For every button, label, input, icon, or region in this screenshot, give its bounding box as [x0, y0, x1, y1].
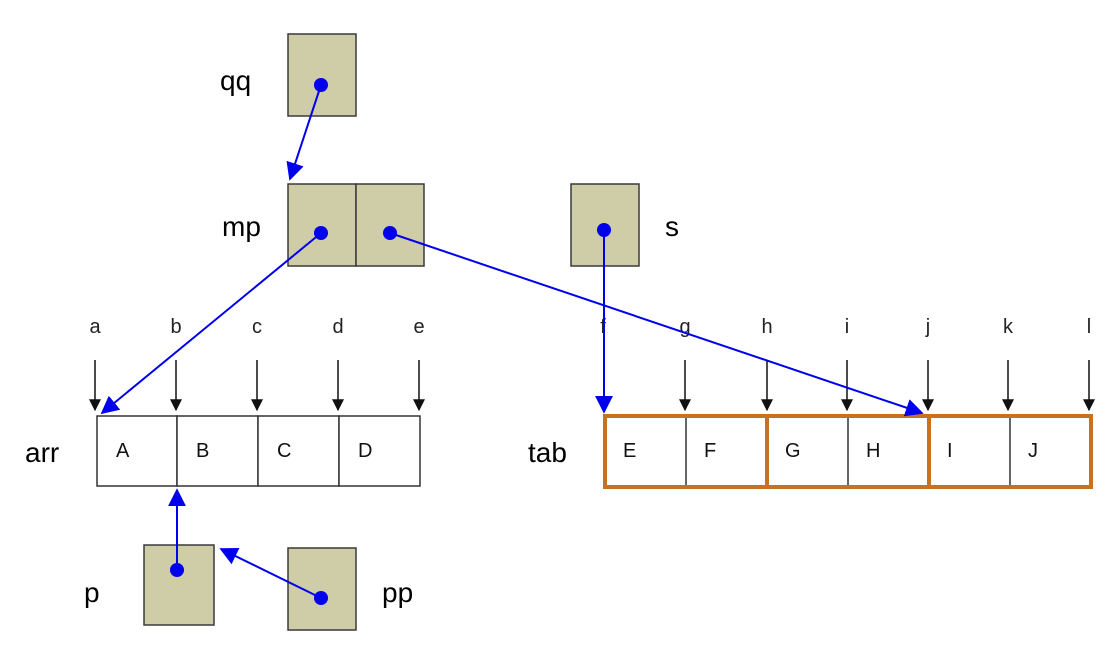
mp-pointer-box-0 — [287, 183, 357, 267]
qq-pointer-box — [287, 33, 357, 117]
pointer-arrow-pp-to-p — [219, 548, 322, 599]
arr-cell-label-0: A — [116, 440, 130, 462]
arr-array: A B C D — [96, 415, 421, 487]
p-pointer-box — [143, 544, 215, 626]
address-label-l: l — [1087, 316, 1091, 338]
variable-label-mp: mp — [222, 211, 261, 242]
pp-pointer-box — [287, 547, 357, 631]
address-arrows — [89, 360, 1095, 412]
tab-cell-label-1: F — [704, 440, 716, 462]
pointer-dot-pp — [314, 591, 328, 605]
tab-cell-label-0: E — [623, 440, 636, 462]
address-label-d: d — [332, 316, 343, 338]
arr-cell-0 — [96, 415, 178, 487]
address-label-k: k — [1003, 316, 1014, 338]
pointer-arrow-qq-to-mp — [286, 84, 322, 181]
address-label-c: c — [252, 316, 262, 338]
pointer-dot-s — [597, 223, 611, 237]
variable-label-p: p — [84, 577, 100, 608]
pointer-dot-mp0 — [314, 226, 328, 240]
variable-label-qq: qq — [220, 65, 251, 96]
address-label-i: i — [845, 316, 849, 338]
arr-cell-1 — [176, 415, 259, 487]
address-label-g: g — [679, 316, 690, 338]
variable-label-pp: pp — [382, 577, 413, 608]
pointer-dot-p — [170, 563, 184, 577]
tab-cell-label-2: G — [785, 440, 801, 462]
variable-label-s: s — [665, 211, 679, 242]
tab-cell-label-5: J — [1028, 440, 1038, 462]
arr-cell-2 — [257, 415, 340, 487]
pointer-dot-mp1 — [383, 226, 397, 240]
arr-cell-label-3: D — [358, 440, 372, 462]
address-label-a: a — [89, 316, 101, 338]
pointer-dots — [170, 78, 611, 605]
arr-cell-label-1: B — [196, 440, 209, 462]
tab-row-group-2 — [927, 414, 1093, 489]
address-label-b: b — [170, 316, 181, 338]
variable-label-arr: arr — [25, 437, 59, 468]
address-label-j: j — [925, 316, 930, 338]
pointer-dot-qq — [314, 78, 328, 92]
pointer-arrow-mp0-to-a — [100, 232, 322, 415]
variable-label-tab: tab — [528, 437, 567, 468]
pointer-arrow-mp1-to-j — [389, 232, 924, 417]
tab-cell-label-4: I — [947, 440, 953, 462]
address-label-e: e — [413, 316, 424, 338]
mp-pointer-box-1 — [355, 183, 425, 267]
pointer-arrows — [100, 84, 924, 599]
tab-array: E F G H I J — [603, 414, 1093, 489]
tab-cell-label-3: H — [866, 440, 880, 462]
address-label-h: h — [761, 316, 772, 338]
arr-cell-label-2: C — [277, 440, 291, 462]
arr-cell-3 — [338, 415, 421, 487]
